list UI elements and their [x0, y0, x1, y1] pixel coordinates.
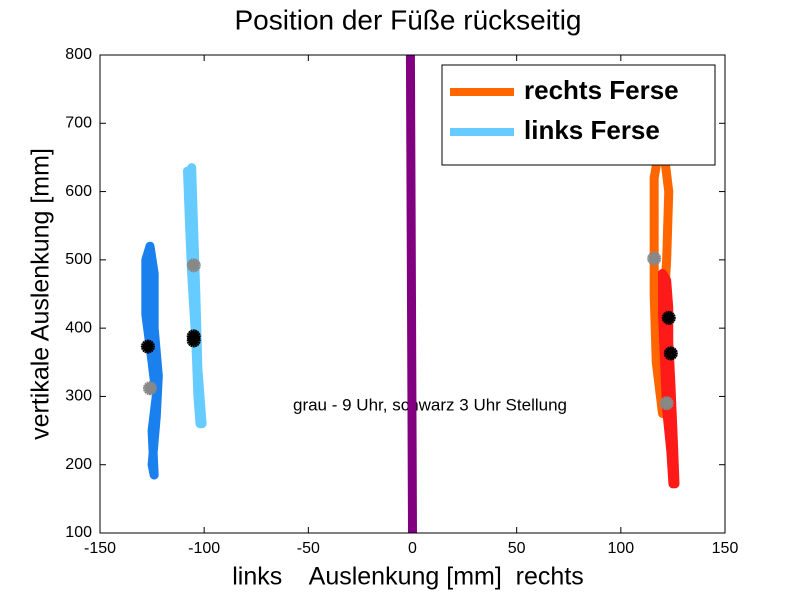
annotation: grau - 9 Uhr, schwarz 3 Uhr Stellung — [293, 395, 567, 414]
star-marker — [140, 339, 155, 354]
legend-box — [441, 64, 716, 166]
star-marker — [663, 346, 678, 361]
star-marker — [647, 251, 662, 266]
legend-label: rechts Ferse — [524, 75, 679, 105]
star-marker — [143, 381, 157, 396]
star-ray — [663, 349, 678, 358]
star-ray — [661, 314, 676, 322]
series-line — [183, 163, 207, 429]
x-axis-label: links Auslenkung [mm] rechts — [232, 563, 584, 591]
legend-label: links Ferse — [524, 115, 660, 145]
star-ray — [659, 399, 674, 407]
y-tick-label: 300 — [65, 388, 92, 405]
star-ray — [141, 342, 155, 351]
y-tick-label: 800 — [65, 46, 92, 63]
star-marker — [186, 333, 201, 348]
y-axis-label: vertikale Auslenkung [mm] — [27, 148, 55, 440]
y-tick-label: 500 — [65, 251, 92, 268]
x-tick-label: 100 — [607, 540, 634, 557]
y-tick-label: 600 — [65, 183, 92, 200]
series-line — [141, 241, 163, 480]
legend: rechts Ferse links Ferse — [441, 64, 716, 166]
star-marker — [661, 310, 676, 325]
x-tick-label: -150 — [84, 540, 116, 557]
x-tick-label: -100 — [188, 540, 220, 557]
star-ray — [186, 261, 201, 269]
chart-title: Position der Füße rückseitig — [234, 4, 581, 35]
series-line — [405, 55, 417, 533]
y-tick-label: 700 — [65, 115, 92, 132]
plot-frame — [99, 54, 726, 534]
x-tick-label: -50 — [297, 540, 320, 557]
star-ray — [647, 254, 662, 263]
y-tick-label: 100 — [65, 524, 92, 541]
star-ray — [186, 336, 201, 345]
series-line — [658, 269, 680, 489]
y-tick-label: 200 — [65, 456, 92, 473]
x-tick-label: 0 — [408, 540, 417, 557]
star-marker — [186, 258, 201, 273]
star-ray — [143, 384, 157, 392]
y-tick-label: 400 — [65, 319, 92, 336]
star-marker — [659, 396, 674, 411]
x-tick-label: 150 — [712, 540, 739, 557]
x-tick-label: 50 — [508, 540, 526, 557]
